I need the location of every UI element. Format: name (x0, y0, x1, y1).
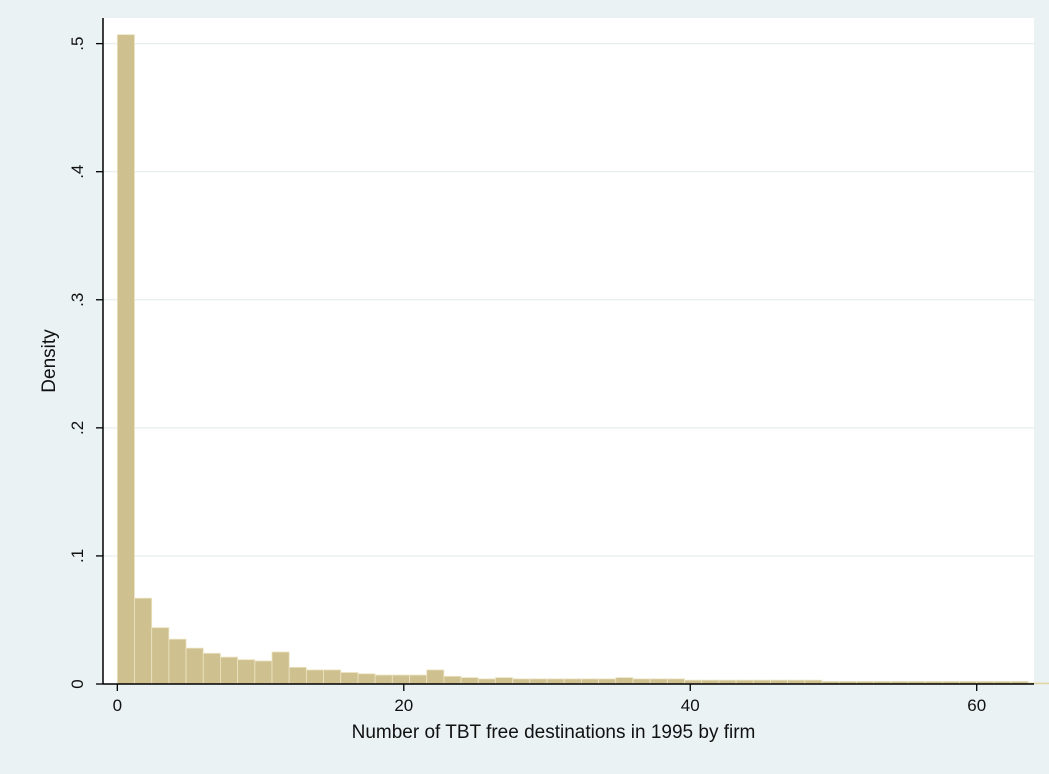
histogram-bar (512, 678, 531, 685)
x-tick-label-3: 60 (967, 696, 986, 715)
y-tick-label-0: 0 (68, 679, 87, 688)
histogram-bar (305, 669, 324, 685)
histogram-bar (632, 678, 651, 685)
y-axis-ticks: 0 .1 .2 .3 .4 .5 (68, 37, 103, 689)
histogram-bar (426, 669, 445, 685)
histogram-bar (666, 678, 685, 685)
x-axis-ticks: 0 20 40 60 (113, 684, 986, 715)
histogram-bar (615, 677, 634, 685)
histogram-bar (288, 666, 307, 685)
histogram-bar (649, 678, 668, 685)
histogram-bar (116, 34, 135, 685)
axes (102, 18, 1034, 685)
histogram-bar (271, 651, 290, 685)
histogram-bar (580, 678, 599, 685)
histogram-bar (391, 674, 410, 685)
x-tick-label-2: 40 (681, 696, 700, 715)
y-tick-label-5: .5 (68, 37, 87, 51)
histogram-bar (168, 638, 187, 685)
histogram-bar (546, 678, 565, 685)
histogram-bar (323, 669, 342, 685)
histogram-bar (598, 678, 617, 685)
histogram-bar (495, 677, 514, 685)
y-tick-label-1: .1 (68, 549, 87, 563)
histogram-bar (185, 647, 204, 685)
x-axis-title: Number of TBT free destinations in 1995 … (352, 722, 756, 743)
histogram-bar (374, 674, 393, 685)
histogram-bar (254, 660, 273, 685)
x-tick-label-1: 20 (394, 696, 413, 715)
y-tick-label-4: .4 (68, 165, 87, 179)
gridlines (103, 43, 1034, 557)
histogram-bar (340, 672, 359, 685)
histogram-bar (409, 674, 428, 685)
histogram-bar (477, 678, 496, 685)
histogram-bar (529, 678, 548, 685)
histogram-bar (202, 652, 221, 685)
histogram-bar (220, 656, 239, 685)
y-tick-label-2: .2 (68, 421, 87, 435)
histogram-bar (151, 627, 170, 685)
histogram-bar (357, 673, 376, 685)
histogram-bar (563, 678, 582, 685)
x-tick-label-0: 0 (113, 696, 122, 715)
histogram-bar (460, 677, 479, 685)
histogram-bar (237, 659, 256, 685)
histogram-bar (443, 675, 462, 685)
y-tick-label-3: .3 (68, 293, 87, 307)
y-axis-title: Density (39, 329, 60, 393)
histogram-bar (134, 597, 153, 685)
plot-area (103, 18, 1034, 684)
histogram-bar (1045, 682, 1049, 685)
